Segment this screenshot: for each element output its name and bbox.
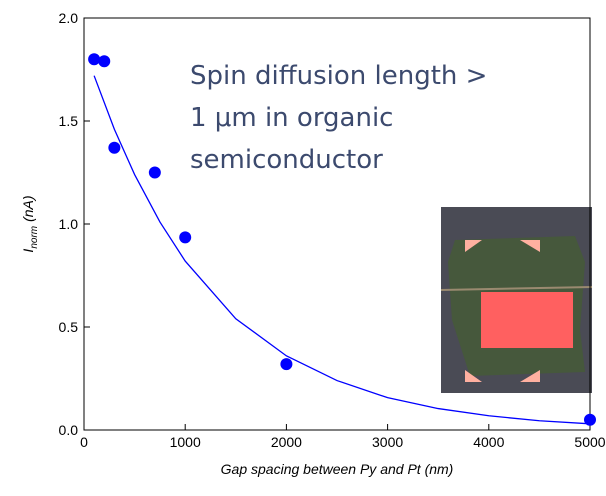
annotation: 1 μm in organic [190, 103, 393, 133]
x-tick-label: 2000 [271, 434, 302, 450]
data-point [280, 358, 293, 371]
y-tick-label: 0.5 [59, 319, 79, 335]
y-tick-label: 0.0 [59, 422, 79, 438]
x-tick-label: 0 [80, 434, 88, 450]
annotation: semiconductor [190, 145, 383, 175]
x-axis-label: Gap spacing between Py and Pt (nm) [221, 461, 454, 477]
data-point [179, 231, 192, 244]
x-tick-label: 3000 [372, 434, 403, 450]
y-label-symbol: I [20, 249, 36, 253]
data-point [148, 166, 161, 179]
data-point [584, 413, 596, 426]
y-label-subscript: norm [29, 226, 40, 249]
annotation: Spin diffusion length > [190, 61, 487, 91]
data-point [98, 55, 111, 68]
y-label-unit: (nA) [20, 195, 36, 221]
data-point [88, 53, 101, 66]
x-tick-label: 5000 [574, 434, 605, 450]
y-tick-label: 2.0 [59, 10, 79, 26]
inset-image [440, 207, 593, 393]
data-point [108, 141, 121, 154]
y-tick-label: 1.5 [59, 113, 79, 129]
y-axis-label: Inorm (nA) [20, 195, 40, 252]
x-tick-label: 4000 [473, 434, 504, 450]
y-tick-label: 1.0 [59, 216, 79, 232]
fit-line [93, 75, 591, 425]
x-tick-label: 1000 [170, 434, 201, 450]
